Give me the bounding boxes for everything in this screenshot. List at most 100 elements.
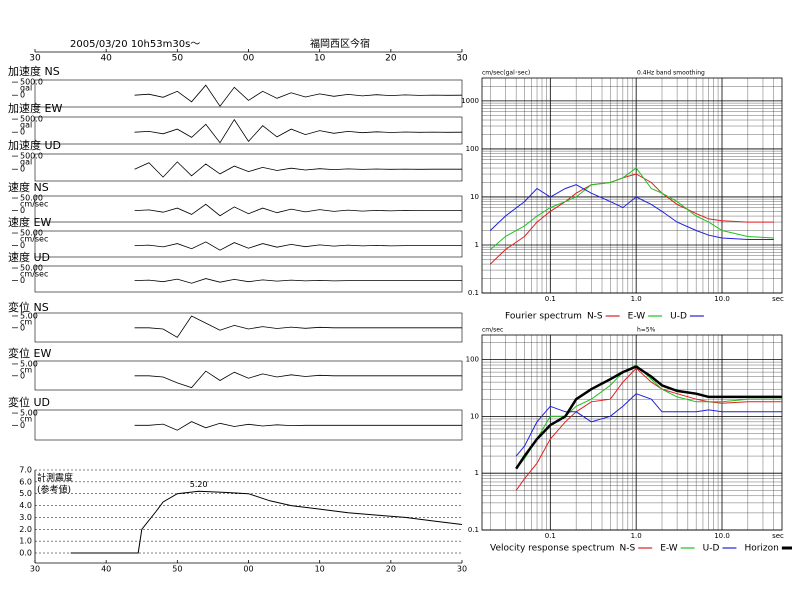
y-tick-label: 0.1 [468,289,479,297]
trace-name: 加速度 EW [8,101,62,115]
unit-label: gal [20,84,32,93]
y-tick-label: 5.00 [20,359,38,368]
x-tick-label: 30 [456,54,468,64]
x-tick-label: 10.0 [714,295,730,303]
trace-name: 速度 NS [8,180,49,194]
y-tick-label: 500.0 [20,152,43,161]
legend-label: N-S [620,544,636,554]
y-tick-label: 500.0 [20,78,43,87]
x-tick-label: 0.1 [545,295,556,303]
legend-label: Horizon [744,544,778,554]
series-line [70,490,463,554]
y-tick-label: 5.00 [20,311,38,320]
x-tick-label: 00 [243,565,253,574]
legend-label: E-W [628,312,646,322]
chart-title: 計測震度 [37,472,73,484]
y-tick-label: 1.0 [19,537,32,546]
x-tick-label: 30 [30,565,40,574]
waveform [134,278,462,284]
x-tick-label: 20 [385,54,397,64]
x-tick-label: 0.1 [545,532,556,540]
waveform [134,118,463,144]
y-unit: cm/sec(gal･sec) [482,70,530,77]
y-tick-label: 0 [20,421,25,430]
y-tick-label: 0 [20,241,25,250]
x-tick-label: 30 [457,565,467,574]
legend-label: U-D [703,544,720,554]
series-line [515,367,782,491]
trace-name: 速度 UD [8,250,50,264]
y-tick-label: 4.0 [19,501,32,510]
unit-label: cm [20,415,32,424]
y-unit: cm/sec [482,327,503,334]
plot-frame [481,77,783,294]
peak-label: 5.20 [190,480,208,489]
y-tick-label: 6.0 [19,477,32,486]
waveform [134,421,462,431]
trace-name: 加速度 UD [8,138,61,152]
trace-frame [34,153,463,182]
unit-label: cm/sec [20,270,48,279]
x-tick-label: 40 [100,54,112,64]
chart-subtitle: h=5% [637,327,656,334]
unit-label: gal [20,158,32,167]
location: 福岡西区今宿 [310,37,370,50]
series-line [489,167,774,250]
y-tick-label: 500.0 [20,115,43,124]
trace-name: 変位 EW [8,346,51,360]
waveform [134,161,462,178]
y-tick-label: 1000 [461,97,479,105]
y-tick-label: 5.0 [19,489,32,498]
y-tick-label: 0.0 [19,549,32,558]
y-tick-label: 0 [20,206,25,215]
x-unit: sec [772,532,784,540]
y-tick-label: 0 [20,128,25,137]
y-tick-label: 0 [20,276,25,285]
waveform [134,370,462,389]
x-tick-label: 10.0 [714,532,730,540]
x-tick-label: 10 [315,565,325,574]
legend-label: E-W [660,544,678,554]
y-tick-label: 100 [466,145,479,153]
y-tick-label: 0 [20,323,25,332]
trace-frame [34,79,463,108]
legend-title: Fourier spectrum [505,312,582,322]
y-tick-label: 50.00 [20,229,43,238]
series-line [489,184,774,240]
x-tick-label: 1.0 [631,295,642,303]
trace-frame [34,265,463,293]
series-line [515,393,782,457]
x-tick-label: 50 [172,565,182,574]
waveform [134,241,462,251]
legend-label: U-D [670,312,687,322]
legend-label: N-S [587,312,603,322]
y-tick-label: 0 [20,91,25,100]
x-tick-label: 10 [314,54,326,64]
plot-frame [481,334,783,531]
y-tick-label: 2.0 [19,525,32,534]
trace-name: 速度 EW [8,215,51,229]
trace-frame [34,116,463,145]
x-tick-label: 00 [243,54,255,64]
x-tick-label: 1.0 [631,532,642,540]
y-tick-label: 5.00 [20,409,38,418]
legend-title: Velocity response spectrum [490,544,615,554]
chart-title: 2005/03/20 10h53m30s～ [70,39,200,50]
y-tick-label: 50.00 [20,194,43,203]
chart-subtitle: 0.4Hz band smoothing [637,70,705,77]
y-tick-label: 0.1 [468,526,479,534]
y-tick-label: 1 [475,469,479,477]
y-tick-label: 3.0 [19,513,32,522]
x-unit: sec [772,295,784,303]
y-tick-label: 50.00 [20,264,43,273]
series-line [515,365,782,470]
unit-label: gal [20,121,32,130]
waveform [134,315,462,338]
y-tick-label: 0 [20,165,25,174]
y-tick-label: 10 [470,193,479,201]
unit-label: cm/sec [20,200,48,209]
unit-label: cm [20,317,32,326]
trace-name: 加速度 NS [8,64,60,78]
trace-frame [34,195,463,223]
